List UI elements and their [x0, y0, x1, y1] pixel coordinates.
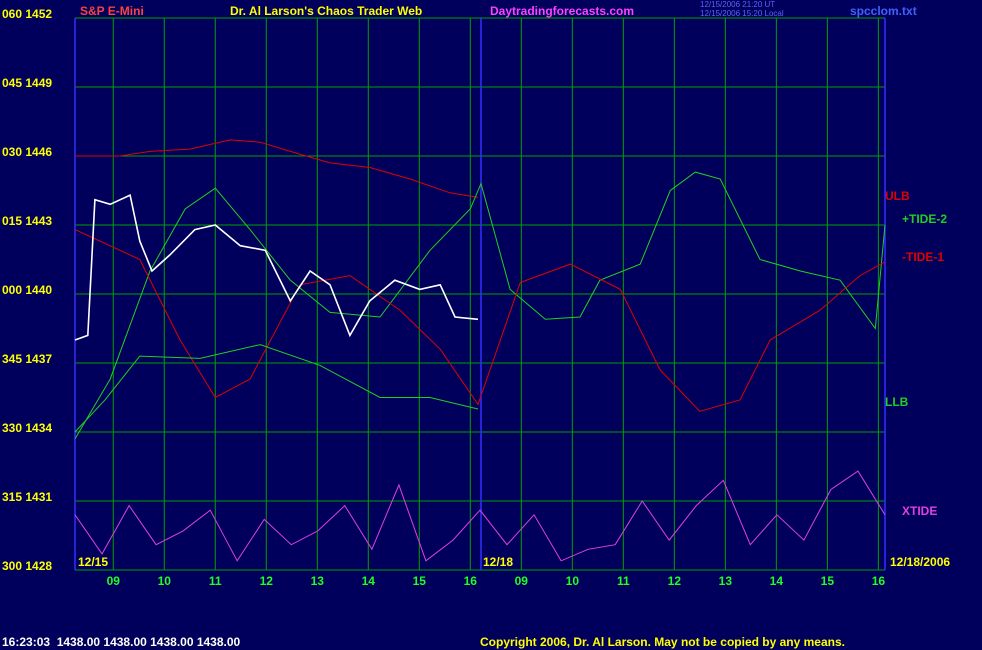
- y-tick-label: 300 1428: [2, 559, 52, 573]
- series-label: ULB: [885, 189, 910, 203]
- series-line: [74, 470, 886, 562]
- y-tick-label: 030 1446: [2, 145, 52, 159]
- y-tick-label: 330 1434: [2, 421, 52, 435]
- date-label: 12/18/2006: [890, 555, 950, 569]
- x-tick-label: 13: [719, 574, 733, 588]
- x-tick-label: 09: [107, 574, 121, 588]
- x-tick-label: 16: [872, 574, 886, 588]
- series-line: [75, 139, 479, 198]
- site: Daytradingforecasts.com: [490, 4, 634, 18]
- date-label: 12/15: [78, 555, 108, 569]
- series-line: [74, 229, 886, 412]
- series-line: [74, 171, 886, 440]
- series-label: XTIDE: [902, 504, 937, 518]
- timestamp-local: 12/15/2006 15:20 Local: [700, 9, 784, 18]
- series-group: [74, 139, 886, 562]
- series-label: LLB: [885, 395, 909, 409]
- file-name: spcclom.txt: [850, 4, 917, 18]
- y-tick-label: 045 1449: [2, 76, 52, 90]
- x-tick-label: 14: [362, 574, 376, 588]
- y-tick-label: 060 1452: [2, 7, 52, 21]
- series-label: -TIDE-1: [902, 250, 944, 264]
- x-tick-label: 12: [668, 574, 682, 588]
- status-line: 16:23:03 1438.00 1438.00 1438.00 1438.00: [2, 635, 241, 649]
- x-tick-label: 13: [311, 574, 325, 588]
- symbol: S&P E-Mini: [80, 4, 144, 18]
- x-tick-label: 09: [515, 574, 529, 588]
- copyright: Copyright 2006, Dr. Al Larson. May not b…: [480, 635, 845, 649]
- x-tick-label: 14: [770, 574, 784, 588]
- timestamp-ut: 12/15/2006 21:20 UT: [700, 0, 775, 9]
- x-tick-label: 12: [260, 574, 274, 588]
- chart-title: Dr. Al Larson's Chaos Trader Web: [230, 4, 422, 18]
- x-tick-label: 15: [413, 574, 427, 588]
- series-line: [74, 344, 479, 433]
- y-tick-label: 000 1440: [2, 283, 52, 297]
- x-tick-label: 10: [158, 574, 172, 588]
- series-label: +TIDE-2: [902, 212, 947, 226]
- y-tick-label: 345 1437: [2, 352, 52, 366]
- x-tick-label: 15: [821, 574, 835, 588]
- y-tick-label: 015 1443: [2, 214, 52, 228]
- x-tick-label: 11: [209, 574, 222, 588]
- y-tick-label: 315 1431: [2, 490, 52, 504]
- x-tick-label: 16: [464, 574, 478, 588]
- x-tick-label: 10: [566, 574, 580, 588]
- date-label: 12/18: [483, 555, 513, 569]
- x-tick-label: 11: [617, 574, 630, 588]
- series-line: [74, 193, 479, 341]
